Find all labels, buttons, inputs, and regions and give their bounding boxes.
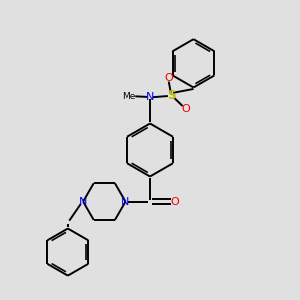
Text: O: O: [170, 196, 179, 207]
Text: O: O: [181, 104, 190, 114]
Text: N: N: [121, 196, 130, 207]
Text: N: N: [146, 92, 154, 103]
Text: N: N: [79, 196, 87, 207]
Text: S: S: [167, 89, 176, 102]
Text: O: O: [164, 73, 173, 83]
Text: Me: Me: [122, 92, 136, 100]
